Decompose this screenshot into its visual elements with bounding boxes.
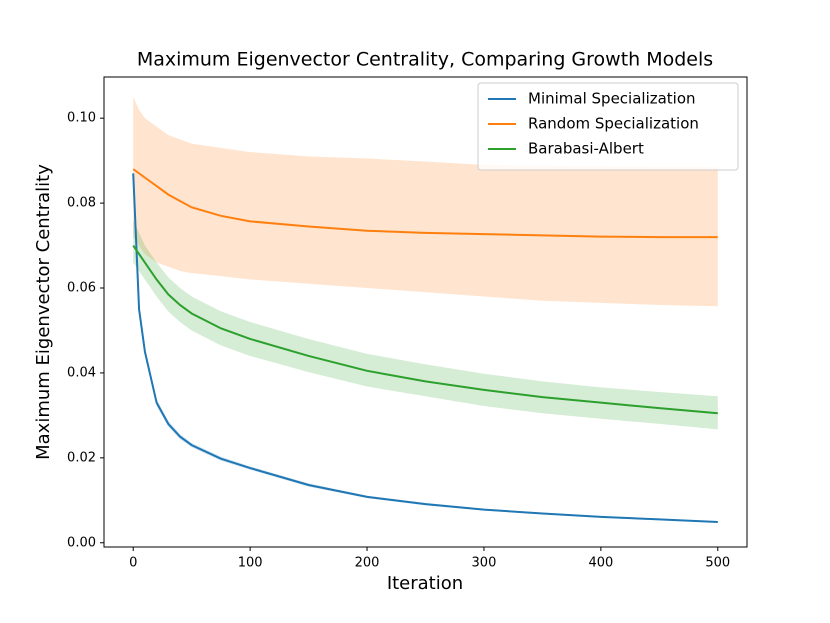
- legend-label: Minimal Specialization: [528, 90, 696, 108]
- confidence-band: [133, 96, 718, 307]
- x-tick-label: 0: [129, 556, 137, 571]
- legend-label: Random Specialization: [528, 115, 699, 133]
- x-tick-label: 100: [238, 556, 263, 571]
- x-tick-label: 500: [705, 556, 730, 571]
- x-axis-label: Iteration: [387, 573, 463, 594]
- y-tick-label: 0.06: [67, 281, 96, 296]
- chart-title: Maximum Eigenvector Centrality, Comparin…: [137, 49, 713, 71]
- x-tick-label: 300: [472, 556, 497, 571]
- line: [132, 168, 718, 239]
- legend-label: Barabasi-Albert: [528, 140, 644, 158]
- y-tick-label: 0.10: [67, 111, 96, 126]
- y-tick-label: 0.02: [67, 450, 96, 465]
- plot-frame: [103, 76, 748, 548]
- line: [132, 244, 718, 415]
- y-tick-label: 0.08: [67, 196, 96, 211]
- legend-box: [477, 82, 739, 171]
- y-axis-label: Maximum Eigenvector Centrality: [33, 164, 54, 460]
- line: [132, 173, 718, 523]
- y-tick-label: 0.00: [67, 535, 96, 550]
- x-tick-label: 400: [588, 556, 613, 571]
- x-tick-label: 200: [355, 556, 380, 571]
- y-tick-label: 0.04: [67, 365, 96, 380]
